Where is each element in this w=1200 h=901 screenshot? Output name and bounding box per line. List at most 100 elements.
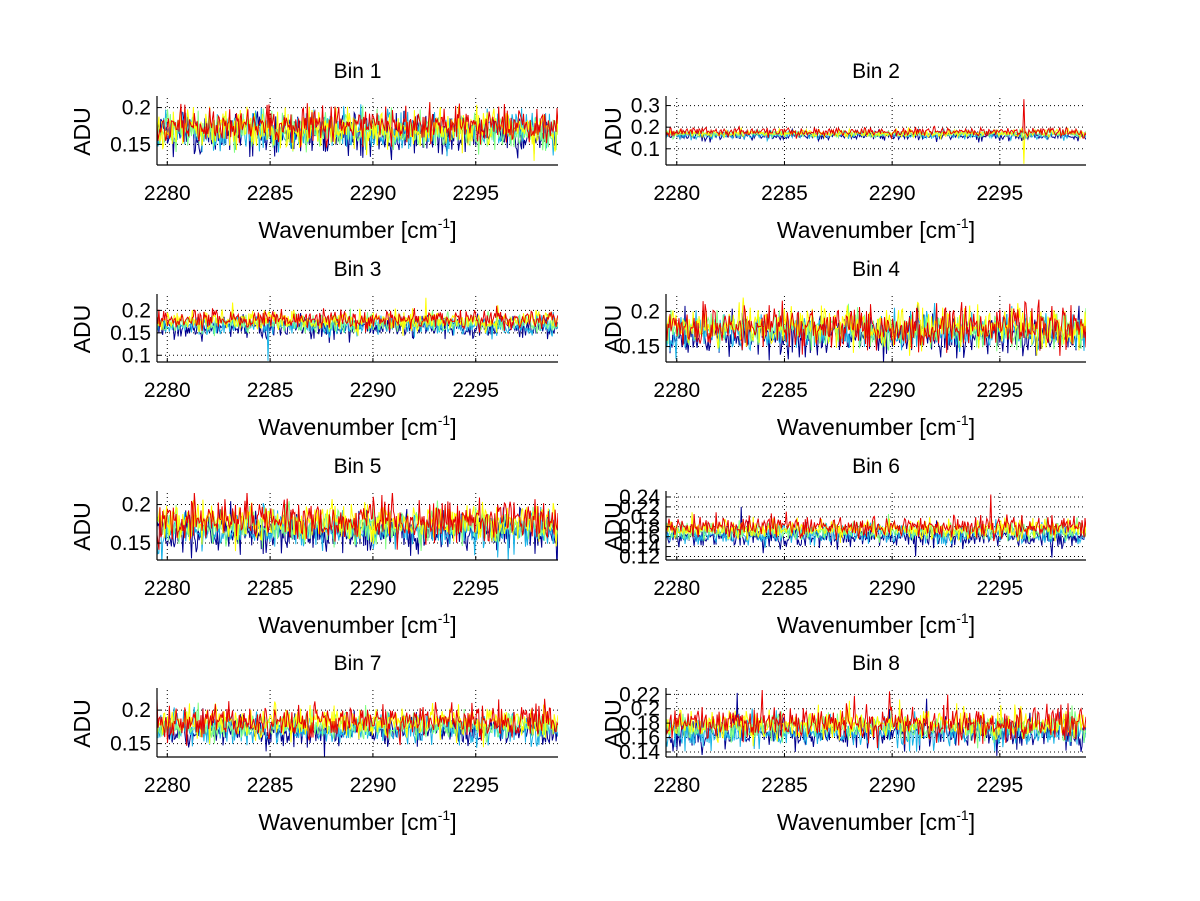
- y-axis-label: ADU: [69, 107, 95, 156]
- x-axis-label-end: ]: [969, 809, 975, 835]
- y-axis-label: ADU: [600, 305, 626, 354]
- y-tick-label: 0.3: [631, 95, 660, 118]
- y-tick-label: 0.18: [619, 712, 660, 735]
- x-axis-label-superscript: -1: [438, 412, 451, 428]
- x-tick-label: 2295: [976, 379, 1023, 402]
- series-line-5: [666, 299, 1086, 356]
- x-tick-label: 2290: [869, 379, 916, 402]
- y-tick-label: 0.14: [619, 741, 660, 764]
- series-line-5: [157, 305, 558, 333]
- series-line-4: [157, 103, 558, 161]
- y-tick-label: 0.2: [631, 506, 660, 529]
- x-tick-label: 2290: [869, 577, 916, 600]
- x-tick-label: 2290: [350, 182, 397, 205]
- series-line-5: [157, 698, 558, 746]
- x-tick-label: 2290: [869, 774, 916, 797]
- subplot-bin-1: 2280 2285 2290 2295 0.15 0.2 Bin 1 Wavenumber […: [69, 60, 558, 243]
- series-line-3: [666, 128, 1086, 141]
- x-axis-label-end: ]: [450, 217, 456, 243]
- x-tick-label: 2295: [976, 182, 1023, 205]
- y-tick-label: 0.15: [619, 336, 660, 359]
- subplot-title: Bin 2: [852, 60, 900, 83]
- x-tick-label: 2285: [761, 774, 808, 797]
- y-tick-label: 0.15: [110, 733, 151, 756]
- y-tick-label: 0.16: [619, 526, 660, 549]
- x-tick-label: 2285: [247, 182, 294, 205]
- x-tick-label: 2295: [452, 774, 499, 797]
- y-tick-label: 0.2: [122, 299, 151, 322]
- series-group: [666, 494, 1086, 558]
- y-tick-label: 0.2: [631, 116, 660, 139]
- subplot-title: Bin 5: [334, 455, 382, 478]
- x-axis-label-end: ]: [450, 612, 456, 638]
- x-tick-label: 2295: [976, 577, 1023, 600]
- series-line-5: [666, 494, 1086, 542]
- series-group: [157, 101, 558, 161]
- x-axis-label-end: ]: [969, 414, 975, 440]
- y-tick-label: 0.22: [619, 496, 660, 519]
- y-tick-label: 0.15: [110, 322, 151, 345]
- x-axis-label-text: Wavenumber [cm: [777, 414, 956, 440]
- x-axis-label-text: Wavenumber [cm: [777, 612, 956, 638]
- x-tick-label: 2295: [452, 577, 499, 600]
- y-axis-label: ADU: [600, 502, 626, 551]
- y-axis-label: ADU: [69, 305, 95, 354]
- x-axis-label-end: ]: [969, 612, 975, 638]
- series-line-3: [157, 105, 558, 155]
- y-tick-label: 0.2: [122, 699, 151, 722]
- y-tick-label: 0.1: [631, 138, 660, 161]
- x-tick-label: 2290: [350, 774, 397, 797]
- x-axis-label-superscript: -1: [956, 807, 969, 823]
- x-axis-label: Wavenumber [cm-1]: [777, 610, 975, 638]
- x-axis-label-superscript: -1: [956, 215, 969, 231]
- x-axis-label: Wavenumber [cm-1]: [777, 412, 975, 440]
- x-axis-label-end: ]: [450, 809, 456, 835]
- subplot-title: Bin 6: [852, 455, 900, 478]
- subplot-bin-3: 2280 2285 2290 2295 0.10.150.2 Bin 3 Wavenumbe…: [69, 258, 558, 440]
- y-tick-label: 0.24: [619, 486, 660, 509]
- x-tick-label: 2295: [976, 774, 1023, 797]
- subplot-title: Bin 1: [334, 60, 382, 83]
- x-axis-label-superscript: -1: [956, 610, 969, 626]
- x-axis-label-text: Wavenumber [cm: [258, 414, 437, 440]
- x-axis-label-end: ]: [969, 217, 975, 243]
- y-tick-label: 0.2: [631, 300, 660, 323]
- y-tick-label: 0.14: [619, 536, 660, 559]
- y-axis-label: ADU: [600, 699, 626, 748]
- x-tick-label: 2280: [653, 182, 700, 205]
- series-line-5: [666, 690, 1086, 749]
- subplot-bin-2: 2280 2285 2290 2295 0.10.20.3 Bin 2 Wavenumber…: [600, 60, 1086, 243]
- y-axis-label: ADU: [69, 699, 95, 748]
- series-line-5: [666, 99, 1086, 140]
- y-tick-label: 0.2: [122, 494, 151, 517]
- y-tick-label: 0.16: [619, 727, 660, 750]
- y-axis-label: ADU: [600, 107, 626, 156]
- x-tick-label: 2280: [144, 379, 191, 402]
- x-axis-label-superscript: -1: [438, 610, 451, 626]
- x-tick-label: 2290: [350, 379, 397, 402]
- x-axis-label: Wavenumber [cm-1]: [777, 807, 975, 835]
- y-tick-label: 0.2: [631, 698, 660, 721]
- x-tick-label: 2280: [144, 774, 191, 797]
- subplot-bin-7: 2280 2285 2290 2295 0.15 0.2 Bin 7 Wavenumber […: [69, 652, 558, 835]
- subplot-bin-6: 2280 2285 2290 2295 0.120.140.160.180.20.220…: [600, 455, 1086, 638]
- x-axis-label: Wavenumber [cm-1]: [258, 610, 456, 638]
- y-axis-label: ADU: [69, 502, 95, 551]
- x-tick-label: 2280: [653, 774, 700, 797]
- x-tick-label: 2295: [452, 379, 499, 402]
- series-group: [157, 297, 558, 361]
- x-axis-label: Wavenumber [cm-1]: [258, 215, 456, 243]
- y-tick-label: 0.15: [110, 532, 151, 555]
- series-group: [666, 297, 1086, 362]
- subplot-bin-5: 2280 2285 2290 2295 0.15 0.2 Bin 5 Wavenumber […: [69, 455, 558, 638]
- x-tick-label: 2280: [653, 379, 700, 402]
- x-tick-label: 2280: [144, 182, 191, 205]
- x-axis-label-end: ]: [450, 414, 456, 440]
- series-group: [157, 493, 558, 560]
- subplot-bin-8: 2280 2285 2290 2295 0.140.160.180.20.22 Bin 8…: [600, 652, 1086, 835]
- x-axis-label: Wavenumber [cm-1]: [777, 215, 975, 243]
- subplot-title: Bin 8: [852, 652, 900, 675]
- x-axis-label-text: Wavenumber [cm: [777, 809, 956, 835]
- subplot-title: Bin 7: [334, 652, 382, 675]
- x-tick-label: 2290: [350, 577, 397, 600]
